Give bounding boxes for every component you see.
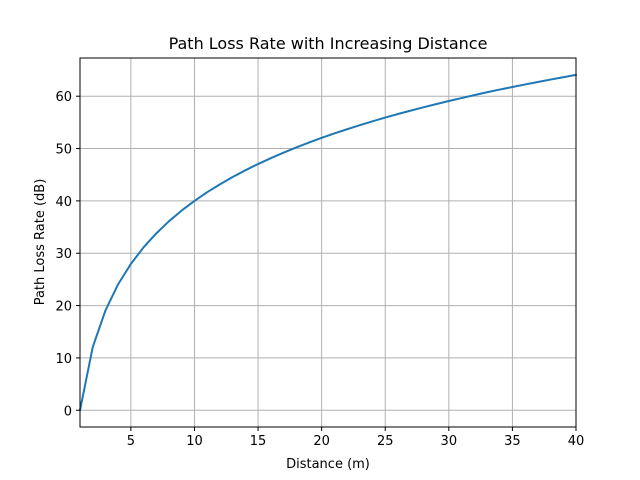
- x-tick-label: 10: [186, 434, 203, 449]
- y-tick-label: 20: [55, 300, 72, 315]
- y-tick-label: 60: [55, 90, 72, 105]
- x-tick-label: 20: [313, 434, 330, 449]
- plot-area: [79, 73, 577, 412]
- axes-frame: [79, 57, 577, 428]
- y-axis: 0 10 20 30 40 50 60: [55, 90, 80, 419]
- x-axis-label: Distance (m): [286, 457, 370, 472]
- x-tick-label: 25: [377, 434, 394, 449]
- x-tick-label: 15: [250, 434, 267, 449]
- x-axis: 5 10 15 20 25 30 35 40: [127, 427, 585, 449]
- y-tick-label: 10: [55, 352, 72, 367]
- y-axis-label: Path Loss Rate (dB): [33, 179, 48, 306]
- grid-lines: [80, 58, 577, 427]
- chart-title: Path Loss Rate with Increasing Distance: [169, 34, 488, 53]
- x-tick-label: 35: [504, 434, 521, 449]
- x-tick-label: 30: [441, 434, 458, 449]
- x-tick-label: 40: [568, 434, 585, 449]
- y-tick-label: 30: [55, 247, 72, 262]
- y-tick-label: 0: [64, 404, 72, 419]
- y-tick-label: 50: [55, 143, 72, 158]
- series-line: [79, 73, 577, 412]
- y-tick-label: 40: [55, 195, 72, 210]
- x-tick-label: 5: [127, 434, 135, 449]
